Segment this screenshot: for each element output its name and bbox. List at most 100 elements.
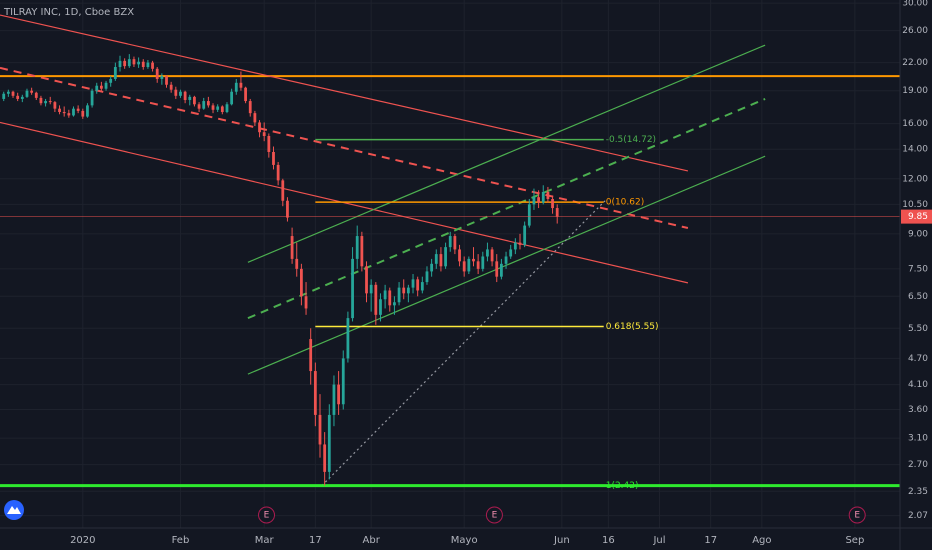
candle-body (132, 59, 136, 65)
candle-body (532, 197, 536, 205)
candle-body (504, 256, 508, 264)
candle-body (30, 90, 34, 93)
y-tick-label: 9.00 (908, 229, 928, 239)
candle-body (444, 247, 447, 267)
candle-body (169, 84, 173, 90)
candle-body (281, 180, 285, 201)
candle-body (337, 384, 340, 405)
candle-body (86, 105, 89, 117)
candle-body (346, 318, 350, 359)
candle-body (439, 254, 443, 267)
candle-body (211, 105, 215, 110)
y-tick-label: 4.70 (908, 354, 928, 364)
candle-body (155, 68, 159, 79)
y-tick-label: 5.50 (908, 324, 928, 334)
candle-body (113, 67, 117, 79)
candle-body (397, 287, 401, 303)
logo (4, 500, 24, 520)
candle-body (267, 136, 271, 152)
candle-body (365, 266, 368, 294)
x-tick-label: 16 (602, 535, 615, 546)
y-tick-label: 3.10 (908, 434, 928, 444)
candle-body (160, 76, 164, 79)
candle-body (541, 191, 545, 203)
candle-body (179, 91, 182, 96)
candle-body (360, 236, 364, 267)
candle-body (476, 261, 480, 269)
x-tick-label: 17 (704, 535, 717, 546)
candle-body (518, 242, 522, 245)
fib-label: 0.618(5.55) (606, 322, 659, 332)
x-tick-label: 17 (309, 535, 322, 546)
candle-body (327, 414, 331, 472)
candle-body (123, 60, 127, 67)
y-tick-label: 19.00 (902, 86, 928, 96)
fib-label: 1(2.42) (606, 481, 639, 491)
candle-body (458, 249, 461, 262)
candle-body (193, 96, 196, 105)
candle-body (90, 90, 94, 106)
candle-body (118, 60, 122, 68)
candle-body (495, 261, 499, 277)
candle-body (2, 93, 6, 99)
candle-body (216, 106, 220, 110)
candle-body (220, 106, 224, 113)
candle-body (39, 97, 43, 104)
candle-body (472, 258, 475, 262)
candle-body (355, 236, 359, 259)
candle-body (523, 225, 527, 245)
trend-line (0, 14, 689, 172)
y-tick-label: 10.50 (902, 200, 928, 210)
axes: 30.00 26.00 22.00 19.00 16.00 14.00 12.00 10.50… (70, 0, 932, 546)
candle-body (332, 384, 336, 415)
candle-body (174, 89, 178, 96)
candle-body (141, 61, 145, 68)
plot-area: -0.5(14.72) 0(10.62) 0.618(5.55) 1(2.42) (0, 14, 900, 491)
candle-body (467, 258, 471, 272)
candle-body (295, 258, 299, 269)
candle-body (72, 108, 75, 116)
last-price-label: 9.85 (908, 212, 928, 222)
candle-body (290, 236, 294, 259)
candle-body (53, 102, 57, 109)
candle-body (481, 256, 485, 269)
candle-body (411, 279, 415, 288)
candle-body (509, 249, 513, 257)
candle-body (272, 151, 275, 165)
candle-body (448, 236, 452, 248)
x-tick-label: Feb (172, 535, 190, 546)
x-tick-label: Mar (255, 535, 275, 546)
candle-body (430, 263, 434, 272)
x-tick-label: Abr (363, 535, 381, 546)
candle-body (318, 414, 322, 445)
candle-body (486, 249, 489, 257)
x-tick-label: Sep (845, 535, 864, 546)
candle-body (388, 290, 392, 306)
candle-body (206, 101, 210, 106)
candle-body (244, 87, 247, 102)
candle-body (462, 261, 466, 272)
x-tick-label: 2020 (70, 535, 95, 546)
chart-title: TILRAY INC, 1D, Cboe BZX (3, 7, 134, 18)
x-tick-label: Mayo (451, 535, 478, 546)
candle-body (58, 108, 61, 113)
x-tick-label: Ago (752, 535, 771, 546)
candle-body (300, 268, 303, 297)
y-tick-label: 26.00 (902, 26, 928, 36)
candle-body (202, 101, 206, 109)
candle-body (100, 85, 103, 89)
candle-body (109, 78, 113, 83)
candle-body (425, 271, 429, 283)
logo-icon (7, 506, 21, 514)
candle-body (230, 91, 234, 105)
fib-label: -0.5(14.72) (606, 135, 656, 145)
earnings-marker (485, 506, 503, 524)
earnings-label: E (264, 511, 270, 521)
candle-body (258, 122, 261, 133)
y-tick-label: 2.70 (908, 460, 928, 470)
candle-body (165, 76, 168, 85)
candle-body (304, 296, 308, 309)
